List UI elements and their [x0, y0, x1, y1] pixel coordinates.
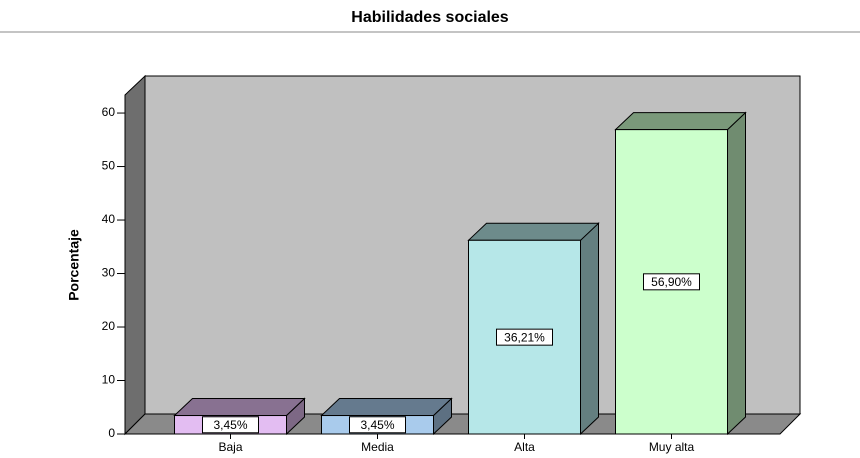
left-wall — [124, 74, 146, 436]
bars: 3,45% 3,45% 36,21% 56,90% — [173, 111, 747, 436]
chart-title: Habilidades sociales — [351, 9, 509, 26]
value-label: 36,21% — [504, 330, 545, 344]
y-tick-label: 60 — [102, 105, 116, 119]
bar-side — [580, 222, 599, 436]
y-tick-label: 40 — [102, 212, 116, 226]
bar-top — [467, 222, 600, 241]
value-label-box — [349, 416, 406, 434]
y-tick-label: 20 — [102, 319, 116, 333]
value-label-box — [643, 273, 700, 291]
value-label: 56,90% — [651, 275, 692, 289]
value-label: 3,45% — [360, 418, 394, 432]
y-tick-label: 10 — [102, 373, 116, 387]
value-label: 3,45% — [213, 418, 247, 432]
bar-top — [173, 398, 306, 417]
x-tick-label: Muy alta — [649, 440, 695, 454]
x-tick-label: Media — [361, 440, 394, 454]
bar-top — [614, 112, 747, 131]
bar-top — [320, 398, 453, 417]
value-label-box — [202, 416, 259, 434]
y-tick-label: 30 — [102, 266, 116, 280]
y-tick-label: 50 — [102, 159, 116, 173]
bar-side — [727, 111, 746, 436]
y-axis-label: Porcentaje — [66, 229, 82, 301]
y-tick-label: 0 — [108, 426, 115, 440]
x-tick-label: Baja — [218, 440, 242, 454]
value-label-box — [496, 328, 553, 346]
y-axis: 0 10 20 30 40 50 60 — [102, 97, 126, 440]
x-tick-label: Alta — [514, 440, 535, 454]
